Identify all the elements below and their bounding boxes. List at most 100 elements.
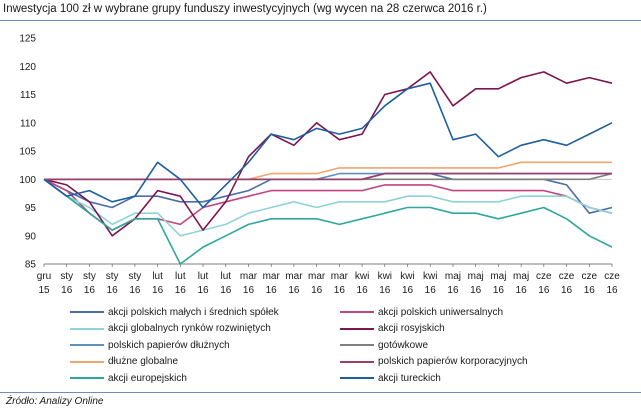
x-tick-label-month: kwi (355, 271, 369, 282)
x-tick-label-year: 16 (243, 285, 255, 296)
x-tick-label-month: lut (152, 271, 163, 282)
x-tick-label-month: maj (490, 271, 506, 282)
x-tick-label-month: lut (198, 271, 209, 282)
legend-label: akcji europejskich (108, 372, 187, 384)
x-tick-label-month: kwi (423, 271, 437, 282)
x-tick-label-year: 16 (84, 285, 96, 296)
x-tick-label-year: 16 (606, 285, 618, 296)
x-tick-label-month: mar (308, 271, 326, 282)
legend-label: akcji polskich uniwersalnych (378, 306, 504, 318)
x-tick-label-year: 16 (175, 285, 187, 296)
y-tick-label: 95 (25, 203, 37, 214)
x-tick-label-year: 16 (584, 285, 596, 296)
legend-label: gotówkowe (378, 339, 429, 351)
x-tick-label-year: 15 (38, 285, 50, 296)
legend-label: polskich papierów korporacyjnych (378, 356, 528, 367)
legend-item: akcji globalnych rynków rozwiniętych (70, 323, 271, 335)
x-tick-label-month: gru (37, 271, 51, 282)
legend-label: akcji globalnych rynków rozwiniętych (108, 323, 271, 334)
x-tick-label-year: 16 (152, 285, 164, 296)
x-tick-label-year: 16 (379, 285, 391, 296)
series-line-3 (43, 178, 613, 237)
x-tick-label-month: mar (285, 271, 303, 282)
x-tick-label-year: 16 (516, 285, 528, 296)
x-tick-label-year: 16 (266, 285, 278, 296)
legend-swatch (340, 311, 374, 313)
legend-label: dłużne globalne (108, 356, 179, 367)
footer-divider (0, 392, 641, 393)
y-tick-label: 125 (19, 34, 36, 45)
legend-swatch (70, 360, 104, 363)
x-tick-label-month: mar (240, 271, 258, 282)
y-tick-label: 115 (20, 90, 36, 101)
legend-item: akcji rosyjskich (340, 323, 445, 335)
x-tick-label-month: mar (263, 271, 281, 282)
y-tick-label: 90 (25, 231, 37, 242)
series-line-9 (43, 178, 613, 265)
y-tick-label: 110 (20, 118, 36, 129)
legend-swatch (340, 377, 374, 379)
series-line-10 (43, 82, 613, 209)
x-tick-label-year: 16 (561, 285, 573, 296)
y-tick-label: 120 (19, 62, 36, 73)
x-tick-label-month: sty (106, 271, 119, 282)
x-tick-label-month: cze (559, 271, 575, 282)
source-note: Źródło: Analizy Online (6, 396, 104, 407)
legend-swatch (70, 311, 104, 313)
legend-label: polskich papierów dłużnych (108, 339, 230, 351)
x-tick-label-month: lut (175, 271, 186, 282)
x-tick-label-year: 16 (311, 285, 323, 296)
x-tick-label-month: sty (128, 271, 141, 282)
x-tick-label-year: 16 (402, 285, 414, 296)
x-tick-label-month: cze (604, 271, 620, 282)
legend-item: gotówkowe (340, 339, 428, 351)
x-tick-label-year: 16 (334, 285, 346, 296)
legend-item: akcji polskich małych i średnich spółek (70, 306, 279, 318)
x-tick-label-year: 16 (425, 285, 437, 296)
legend-label: akcji tureckich (378, 372, 441, 384)
chart-title: Inwestycja 100 zł w wybrane grupy fundus… (3, 3, 487, 15)
legend-item: polskich papierów korporacyjnych (340, 356, 528, 368)
series-line-8 (44, 172, 612, 181)
legend-label: akcji polskich małych i średnich spółek (108, 306, 279, 318)
legend-item: akcji polskich uniwersalnych (340, 306, 503, 318)
legend-swatch (340, 360, 374, 363)
legend-swatch (340, 344, 374, 346)
x-tick-label-year: 16 (357, 285, 369, 296)
x-tick-label-month: lut (220, 271, 231, 282)
legend-swatch (70, 377, 104, 379)
x-tick-label-month: kwi (400, 271, 414, 282)
y-tick-label: 105 (19, 147, 36, 158)
x-tick-label-year: 16 (129, 285, 141, 296)
x-tick-label-month: mar (331, 271, 349, 282)
legend-item: akcji europejskich (70, 372, 187, 384)
legend-swatch (340, 327, 374, 330)
x-tick-label-month: maj (513, 271, 529, 282)
y-tick-label: 85 (25, 260, 37, 271)
x-tick-label-year: 16 (288, 285, 300, 296)
legend-item: akcji tureckich (340, 372, 441, 384)
x-tick-label-year: 16 (107, 285, 119, 296)
x-tick-label-year: 16 (447, 285, 459, 296)
x-tick-label-year: 16 (220, 285, 232, 296)
y-tick-label: 100 (19, 175, 36, 186)
legend-swatch (70, 327, 104, 330)
x-tick-label-month: maj (445, 271, 461, 282)
x-tick-label-year: 16 (197, 285, 209, 296)
legend-item: dłużne globalne (70, 356, 178, 368)
title-divider (0, 20, 641, 21)
x-tick-label-month: cze (536, 271, 552, 282)
x-tick-label-year: 16 (61, 285, 73, 296)
series-line-5 (44, 172, 612, 181)
x-tick-label-month: cze (581, 271, 597, 282)
x-tick-label-month: maj (468, 271, 484, 282)
x-tick-label-month: sty (83, 271, 96, 282)
x-tick-label-year: 16 (538, 285, 550, 296)
legend-item: polskich papierów dłużnych (70, 339, 230, 351)
x-tick-label-month: sty (60, 271, 73, 282)
x-tick-label-month: kwi (378, 271, 392, 282)
legend-label: akcji rosyjskich (378, 323, 445, 334)
legend-swatch (70, 344, 104, 346)
x-tick-label-year: 16 (493, 285, 505, 296)
